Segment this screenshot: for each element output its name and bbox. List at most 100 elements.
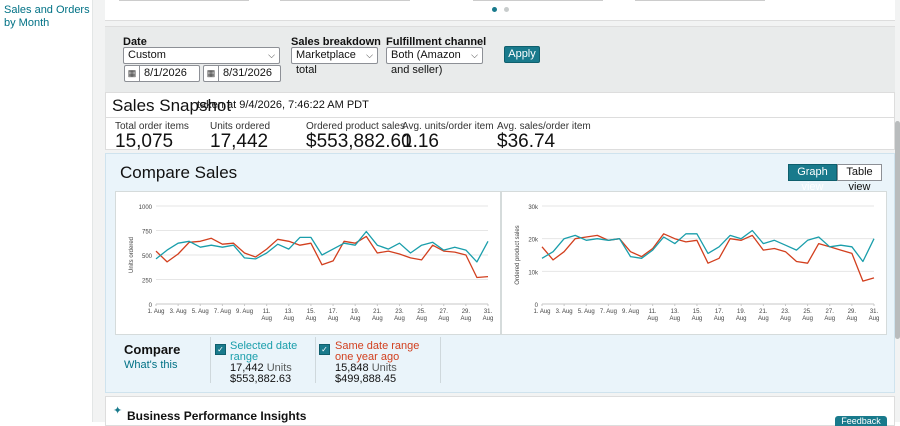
divider <box>106 117 894 118</box>
y-tick-label: 0 <box>535 303 539 309</box>
units-ordered-chart: 0 250 500 750 1000 Units ordered 1. Aug 3. Aug 5… <box>129 205 493 322</box>
ordered-product-sales-chart: 0 10k 20k 30k Ordered product sales 1. Aug 3. … <box>515 205 880 322</box>
carousel-card <box>473 0 603 1</box>
y-tick-label: 1000 <box>139 205 153 211</box>
apply-button[interactable]: Apply <box>504 46 540 63</box>
breakdown-value: Marketplace total <box>296 49 356 76</box>
x-tick-label: 25. Aug <box>802 309 813 322</box>
date-range-select[interactable]: Custom ⌵ <box>123 47 280 64</box>
metric-value: $36.74 <box>497 131 556 152</box>
compare-legend-title: Compare <box>124 342 181 357</box>
snapshot-timestamp: taken at 9/4/2026, 7:46:22 AM PDT <box>197 99 369 111</box>
units-chart-panel: 0 250 500 750 1000 Units ordered 1. Aug 3. Aug 5… <box>115 191 501 335</box>
x-tick-label: 29. Aug <box>847 309 858 322</box>
metric-label: Total order items <box>115 121 189 132</box>
compare-sales-title: Compare Sales <box>120 163 238 182</box>
x-tick-label: 9. Aug <box>622 309 639 315</box>
chevron-down-icon: ⌵ <box>268 50 275 60</box>
series-line <box>541 229 875 263</box>
series-line <box>155 235 489 279</box>
x-tick-label: 5. Aug <box>192 309 209 315</box>
units-word: Units <box>266 362 292 374</box>
x-tick-label: 3. Aug <box>556 309 573 315</box>
x-tick-label: 23. Aug <box>394 309 405 322</box>
x-tick-label: 27. Aug <box>438 309 449 322</box>
x-tick-label: 7. Aug <box>600 309 617 315</box>
carousel <box>105 0 895 21</box>
metric-total-order-items: Total order items 15,075 <box>115 121 189 152</box>
metric-label: Units ordered <box>210 121 271 132</box>
calendar-icon: ▦ <box>125 66 140 81</box>
units-word: Units <box>371 362 397 374</box>
carousel-card <box>635 0 765 1</box>
x-tick-label: 15. Aug <box>692 309 703 322</box>
metric-value: 1.16 <box>402 131 439 152</box>
divider <box>440 337 441 383</box>
start-date-value: 8/1/2026 <box>144 67 187 79</box>
x-tick-label: 1. Aug <box>533 309 550 315</box>
graph-view-button[interactable]: Graph view <box>788 164 837 193</box>
breakdown-select[interactable]: Marketplace total ⌵ <box>291 47 378 76</box>
x-tick-label: 13. Aug <box>283 309 294 322</box>
metric-ordered-product-sales: Ordered product sales $553,882.60 <box>306 121 412 152</box>
x-tick-label: 31. Aug <box>869 309 880 322</box>
y-tick-label: 0 <box>149 303 153 309</box>
x-tick-label: 11. Aug <box>647 309 658 322</box>
end-date-value: 8/31/2026 <box>223 67 272 79</box>
start-date-field[interactable]: ▦ 8/1/2026 <box>124 65 200 82</box>
carousel-dot-active[interactable] <box>492 7 497 12</box>
x-tick-label: 3. Aug <box>170 309 187 315</box>
y-tick-label: 10k <box>528 270 539 276</box>
x-tick-label: 25. Aug <box>416 309 427 322</box>
metric-label: Avg. units/order item <box>402 121 494 132</box>
x-tick-label: 21. Aug <box>758 309 769 322</box>
metric-value: $553,882.60 <box>306 131 412 152</box>
left-nav: Sales and Orders by Month <box>0 0 93 422</box>
sales-chart-panel: 0 10k 20k 30k Ordered product sales 1. Aug 3. … <box>501 191 887 335</box>
divider <box>315 337 316 383</box>
filters-panel: Date Custom ⌵ ▦ 8/1/2026 ▦ 8/31/2026 Sal… <box>105 26 895 93</box>
channel-select[interactable]: Both (Amazon and seller) ⌵ <box>386 47 483 76</box>
chevron-down-icon: ⌵ <box>366 50 373 60</box>
carousel-dot[interactable] <box>504 7 509 12</box>
selected-range-units: 17,442 <box>230 362 264 374</box>
x-tick-label: 13. Aug <box>669 309 680 322</box>
feedback-button[interactable]: Feedback <box>835 416 887 426</box>
chevron-down-icon: ⌵ <box>471 50 478 60</box>
prior-range-sales: $499,888.45 <box>335 373 397 385</box>
selected-range-sales: $553,882.63 <box>230 373 292 385</box>
date-label: Date <box>123 36 147 48</box>
series-line <box>155 230 489 263</box>
whats-this-link[interactable]: What's this <box>124 359 178 371</box>
selected-range-label: Selected date range <box>230 340 298 363</box>
channel-value: Both (Amazon and seller) <box>391 49 461 76</box>
carousel-card <box>280 0 410 1</box>
x-tick-label: 9. Aug <box>236 309 253 315</box>
x-tick-label: 11. Aug <box>261 309 272 322</box>
calendar-icon: ▦ <box>204 66 219 81</box>
sales-orders-by-month-link[interactable]: Sales and Orders by Month <box>4 4 90 29</box>
y-tick-label: 250 <box>142 279 153 285</box>
metric-value: 17,442 <box>210 131 269 152</box>
prior-range-checkbox[interactable]: ✓ <box>319 344 330 355</box>
x-tick-label: 23. Aug <box>780 309 791 322</box>
x-tick-label: 29. Aug <box>461 309 472 322</box>
x-tick-label: 19. Aug <box>736 309 747 322</box>
x-tick-label: 1. Aug <box>147 309 164 315</box>
selected-range-checkbox[interactable]: ✓ <box>215 344 226 355</box>
prior-range-label: Same date range one year ago <box>335 340 420 363</box>
sparkle-icon: ✦ <box>113 405 123 417</box>
series-line <box>541 233 875 282</box>
end-date-field[interactable]: ▦ 8/31/2026 <box>203 65 281 82</box>
table-view-button[interactable]: Table view <box>837 164 882 193</box>
y-axis-label: Units ordered <box>129 237 135 273</box>
scrollbar-thumb[interactable] <box>895 121 900 339</box>
selected-range-legend: Selected date range 17,442 Units $553,88… <box>230 341 310 385</box>
y-tick-label: 750 <box>142 230 153 236</box>
metric-label: Avg. sales/order item <box>497 121 591 132</box>
x-tick-label: 19. Aug <box>350 309 361 322</box>
x-tick-label: 17. Aug <box>714 309 725 322</box>
date-range-value: Custom <box>128 49 166 61</box>
x-tick-label: 15. Aug <box>306 309 317 322</box>
compare-legend: Compare What's this ✓ Selected date rang… <box>106 337 894 394</box>
